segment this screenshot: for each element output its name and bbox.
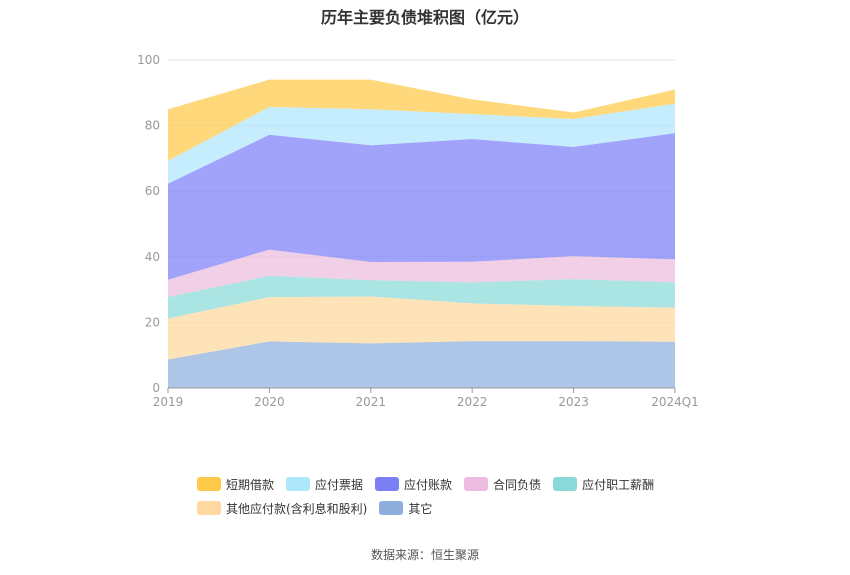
legend-item[interactable]: 其他应付款(含利息和股利) [197,500,367,517]
y-tick-label: 40 [145,250,160,264]
legend-swatch [286,477,311,491]
y-tick-label: 100 [137,53,160,67]
x-tick-label: 2022 [457,395,488,409]
area-series [168,133,675,280]
legend-item[interactable]: 合同负债 [464,476,541,493]
legend-label: 应付票据 [315,477,364,492]
area-series [168,249,675,298]
legend-item[interactable]: 应付职工薪酬 [553,476,654,493]
x-tick-label: 2019 [153,395,184,409]
legend-label: 其他应付款(含利息和股利) [226,501,368,516]
y-tick-label: 20 [145,315,160,329]
y-tick-label: 0 [152,381,160,395]
x-tick-label: 2024Q1 [651,395,699,409]
legend-swatch [464,477,489,491]
legend-item[interactable]: 其它 [379,500,432,517]
legend-swatch [375,477,400,491]
data-source: 数据来源：恒生聚源 [370,548,479,562]
legend-item[interactable]: 应付票据 [286,476,363,493]
legend-label: 短期借款 [226,477,275,492]
area-series [168,275,675,319]
area-series [168,103,675,184]
legend-label: 应付账款 [404,477,453,492]
legend-swatch [553,477,578,491]
legend-item[interactable]: 短期借款 [197,476,274,493]
area-series [168,79,675,161]
legend-row: 其他应付款(含利息和股利) 其它 [197,496,697,520]
y-tick-label: 80 [145,119,160,133]
chart-title: 历年主要负债堆积图（亿元） [320,8,529,27]
x-tick-label: 2021 [356,395,387,409]
legend-label: 应付职工薪酬 [582,477,655,492]
legend-swatch [197,501,221,515]
axis-layer: 0 20 40 60 80 100 2019 2020 2021 2022 2023 2024Q1 [137,53,699,409]
legend-swatch [379,501,404,515]
area-layer [168,79,675,388]
legend-label: 合同负债 [493,477,542,492]
legend-label: 其它 [408,501,433,516]
legend: 短期借款 应付票据 应付账款 合同负债 应付职工薪酬 其他应付款(含利息和股利) 其它 [197,472,697,520]
y-tick-label: 60 [145,184,160,198]
legend-item[interactable]: 应付账款 [375,476,452,493]
area-series [168,341,675,388]
area-series [168,296,675,360]
legend-swatch [197,477,221,491]
legend-row: 短期借款 应付票据 应付账款 合同负债 应付职工薪酬 [197,472,697,496]
x-tick-label: 2023 [558,395,589,409]
x-tick-label: 2020 [254,395,285,409]
